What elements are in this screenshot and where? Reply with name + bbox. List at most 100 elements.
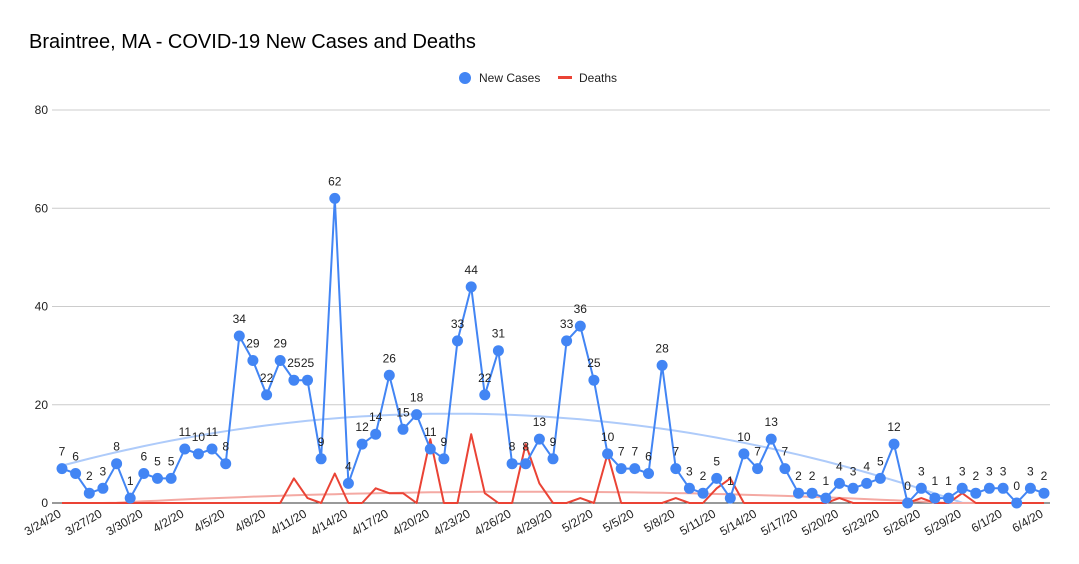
- new-cases-point: [192, 448, 204, 460]
- data-label: 4: [836, 459, 843, 473]
- data-label: 9: [441, 435, 448, 449]
- data-label: 10: [601, 430, 615, 444]
- new-cases-point: [111, 458, 123, 470]
- new-cases-point: [697, 487, 709, 499]
- data-label: 2: [1041, 469, 1048, 483]
- data-label: 26: [383, 351, 397, 365]
- new-cases-point: [411, 409, 423, 421]
- data-label: 8: [113, 440, 120, 454]
- new-cases-point: [138, 468, 150, 479]
- new-cases-point: [233, 330, 245, 342]
- new-cases-point: [724, 492, 736, 504]
- new-cases-point: [533, 433, 545, 445]
- y-tick-label: 80: [35, 103, 49, 117]
- data-label: 5: [877, 454, 884, 468]
- data-label: 34: [233, 312, 247, 326]
- data-label: 1: [822, 474, 829, 488]
- new-cases-point: [1011, 497, 1023, 509]
- new-cases-point: [506, 458, 518, 470]
- data-label: 10: [192, 430, 206, 444]
- new-cases-point: [438, 453, 450, 465]
- data-label: 1: [945, 474, 952, 488]
- data-label: 0: [904, 479, 911, 493]
- new-cases-point: [929, 492, 941, 504]
- y-tick-label: 0: [41, 496, 48, 510]
- deaths-trendline: [62, 490, 1044, 504]
- deaths-line: [62, 433, 1044, 504]
- new-cases-point: [779, 463, 791, 475]
- data-label: 2: [700, 469, 707, 483]
- new-cases-point: [479, 389, 491, 401]
- new-cases-point: [752, 463, 764, 475]
- data-label: 0: [1013, 479, 1020, 493]
- new-cases-point: [97, 482, 109, 494]
- data-label: 5: [168, 454, 175, 468]
- new-cases-point: [670, 463, 682, 475]
- data-label: 36: [574, 302, 588, 316]
- data-label: 22: [260, 371, 274, 385]
- data-label: 1: [727, 474, 734, 488]
- new-cases-point: [915, 482, 927, 494]
- new-cases-point: [329, 192, 341, 204]
- new-cases-point: [288, 374, 300, 386]
- new-cases-point: [793, 487, 804, 499]
- data-label: 12: [355, 420, 369, 434]
- new-cases-point: [765, 433, 777, 445]
- new-cases-point: [861, 477, 873, 489]
- data-label: 25: [287, 356, 301, 370]
- new-cases-point: [302, 374, 313, 386]
- new-cases-point: [247, 355, 259, 366]
- data-label: 2: [86, 469, 93, 483]
- new-cases-point: [520, 458, 532, 470]
- new-cases-point: [424, 443, 436, 455]
- data-label: 28: [655, 341, 669, 355]
- new-cases-point: [615, 463, 627, 475]
- new-cases-point: [997, 482, 1009, 494]
- new-cases-point: [397, 423, 409, 435]
- y-tick-label: 20: [35, 398, 49, 412]
- legend-new-cases-marker: [459, 72, 471, 84]
- data-label: 3: [959, 464, 966, 478]
- legend[interactable]: New Cases Deaths: [459, 71, 617, 85]
- data-label: 1: [127, 474, 134, 488]
- data-label: 13: [765, 415, 779, 429]
- data-label: 6: [140, 450, 147, 464]
- data-label: 3: [100, 464, 107, 478]
- data-label: 29: [274, 337, 288, 351]
- new-cases-point: [902, 497, 914, 509]
- new-cases-point: [847, 482, 859, 494]
- data-label: 8: [222, 440, 229, 454]
- data-label: 25: [587, 356, 601, 370]
- new-cases-point: [874, 472, 886, 484]
- y-tick-label: 60: [35, 201, 49, 215]
- data-label: 7: [672, 445, 679, 459]
- data-label: 8: [509, 440, 516, 454]
- data-label: 3: [1000, 464, 1007, 478]
- data-label: 9: [318, 435, 325, 449]
- data-label: 33: [560, 317, 574, 331]
- data-label: 7: [754, 445, 761, 459]
- new-cases-point: [820, 492, 832, 504]
- new-cases-point: [588, 374, 600, 386]
- new-cases-point: [165, 472, 177, 484]
- new-cases-point: [888, 438, 900, 450]
- data-label: 22: [478, 371, 492, 385]
- new-cases-point: [629, 463, 641, 475]
- data-label: 14: [369, 410, 383, 424]
- legend-deaths-label: Deaths: [579, 71, 617, 85]
- data-label: 33: [451, 317, 465, 331]
- new-cases-point: [983, 482, 995, 494]
- new-cases-point: [356, 438, 368, 450]
- data-label: 3: [850, 464, 857, 478]
- data-label: 11: [206, 425, 219, 439]
- new-cases-point: [152, 472, 163, 484]
- data-label: 8: [522, 440, 529, 454]
- new-cases-point: [370, 428, 382, 440]
- data-label: 7: [618, 445, 625, 459]
- data-label: 13: [533, 415, 547, 429]
- new-cases-point: [342, 477, 354, 489]
- data-label: 7: [631, 445, 638, 459]
- chart-title: Braintree, MA - COVID-19 New Cases and D…: [29, 31, 476, 53]
- data-label: 3: [1027, 464, 1034, 478]
- data-label: 1: [932, 474, 939, 488]
